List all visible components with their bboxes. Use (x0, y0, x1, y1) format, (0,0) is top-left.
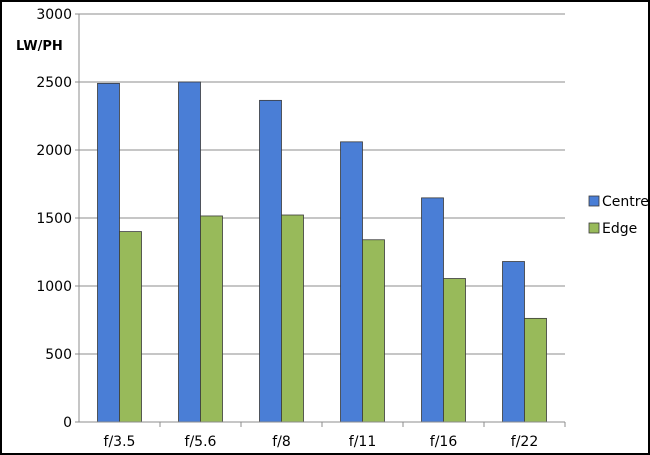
x-tick-label: f/5.6 (185, 434, 217, 450)
bar-centre-5 (502, 261, 525, 423)
y-tick-label: 1500 (36, 211, 72, 227)
y-tick-label: 2500 (36, 75, 72, 91)
legend-label-centre: Centre (602, 194, 648, 210)
bar-centre-1 (178, 81, 201, 423)
x-tick-label: f/8 (272, 434, 291, 450)
x-tick-label: f/11 (349, 434, 376, 450)
bar-centre-0 (97, 82, 120, 423)
bar-edge-0 (119, 231, 142, 423)
y-tick-label: 1000 (36, 279, 72, 295)
y-axis-label: LW/PH (16, 39, 63, 54)
bar-edge-2 (281, 214, 304, 423)
y-tick-label: 500 (45, 347, 72, 363)
y-tick-labels: 0 500 1000 1500 2000 2500 3000 (36, 7, 72, 431)
legend-swatch-centre (588, 195, 600, 207)
y-tick-label: 0 (63, 415, 72, 431)
x-tick-labels: f/3.5 f/5.6 f/8 f/11 f/16 f/22 (104, 434, 539, 450)
bar-centre-2 (259, 99, 282, 423)
x-tick-label: f/3.5 (104, 434, 136, 450)
bar-centre-3 (340, 141, 363, 423)
axes (75, 13, 566, 427)
legend: Centre Edge (588, 194, 648, 237)
y-tick-label: 2000 (36, 143, 72, 159)
x-tick-label: f/16 (430, 434, 458, 450)
bar-edge-5 (524, 317, 547, 423)
x-tick-label: f/22 (511, 434, 538, 450)
bars (97, 81, 547, 423)
legend-label-edge: Edge (602, 221, 637, 237)
bar-centre-4 (421, 197, 444, 423)
legend-swatch-edge (588, 222, 600, 234)
bar-edge-4 (443, 278, 466, 423)
bar-edge-3 (362, 239, 385, 423)
gridlines (79, 13, 565, 355)
bar-edge-1 (200, 215, 223, 423)
y-tick-label: 3000 (36, 7, 72, 23)
